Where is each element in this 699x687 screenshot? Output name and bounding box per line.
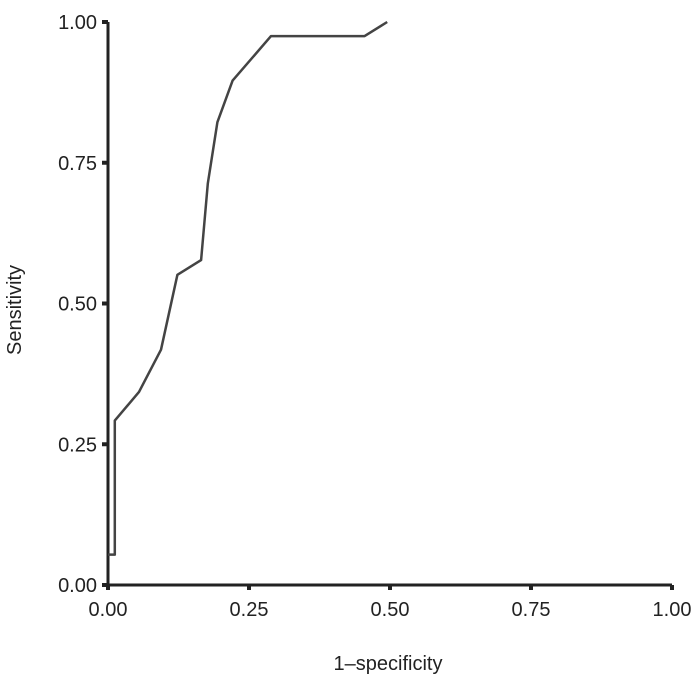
axes [106, 22, 672, 587]
x-axis-label: 1–specificity [334, 653, 443, 675]
y-tick-label: 0.75 [58, 153, 97, 175]
x-tick-label: 0.75 [512, 599, 551, 621]
x-tick-label: 0.00 [89, 599, 128, 621]
roc-curve-line [108, 20, 388, 556]
y-tick-label: 0.25 [58, 434, 97, 456]
x-tick-label: 1.00 [653, 599, 692, 621]
ticks: 0.00 0.25 0.50 0.75 1.00 0.00 0.25 0.50 0.75 1.00 [58, 12, 691, 621]
y-axis-label: Sensitivity [4, 265, 26, 355]
y-tick-label: 0.00 [58, 575, 97, 597]
x-tick-label: 0.25 [230, 599, 269, 621]
y-tick-label: 0.50 [58, 294, 97, 316]
y-tick-label: 1.00 [58, 12, 97, 34]
x-tick-label: 0.50 [371, 599, 410, 621]
